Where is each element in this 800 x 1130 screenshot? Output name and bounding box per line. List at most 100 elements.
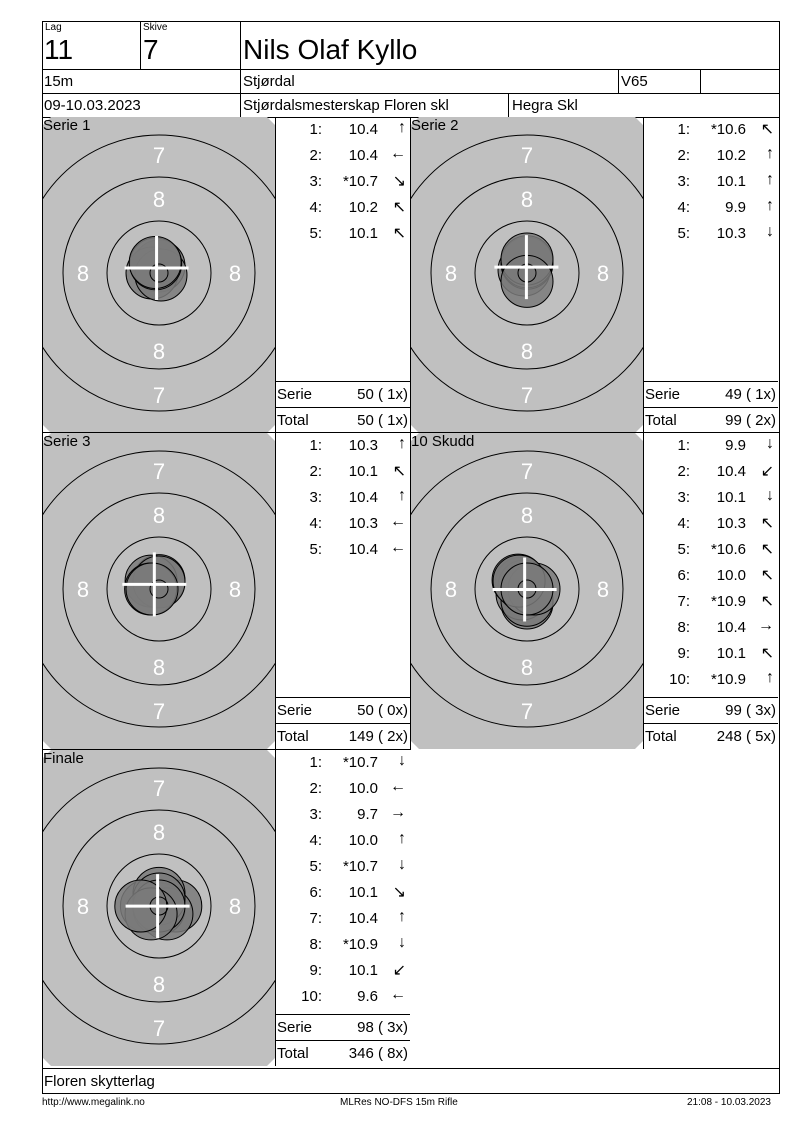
direction-arrow-icon: ↘ — [392, 884, 406, 901]
card-frame — [42, 21, 780, 1094]
skive-label: Skive — [143, 22, 168, 33]
ring-label: 7 — [153, 1016, 165, 1041]
total-score: 248 ( 5x) — [716, 728, 776, 745]
ring-label: 8 — [445, 261, 457, 286]
series-title: Serie 3 — [43, 433, 91, 450]
ring-label: 8 — [77, 577, 89, 602]
shot-score: 10.3 — [348, 437, 378, 454]
date: 09-10.03.2023 — [44, 97, 141, 114]
series-section: 7 7 8 8 8 8 10 Skudd 1: 9.9 ↓ 2: 10.4 ↙ 3: 10.1 ↓ 4: 10.3… — [411, 433, 778, 749]
shot-number: 5: — [309, 225, 322, 242]
shot-score: 10.4 — [716, 619, 746, 636]
direction-arrow-icon: ↑ — [398, 487, 406, 504]
shot-score: 10.3 — [716, 515, 746, 532]
direction-arrow-icon: ↖ — [760, 645, 774, 662]
series-title: Serie 2 — [411, 117, 459, 134]
shot-row: 10: 9.6 ← — [275, 984, 410, 1010]
total-score: 99 ( 2x) — [725, 412, 776, 429]
series-title: Finale — [43, 750, 84, 767]
lag-label: Lag — [45, 22, 62, 33]
target-ring — [43, 767, 275, 1045]
ring-label: 8 — [521, 187, 533, 212]
ring-label: 8 — [153, 503, 165, 528]
total-sum-row: Total 99 ( 2x) — [643, 407, 778, 434]
direction-arrow-icon: ↖ — [760, 121, 774, 138]
direction-arrow-icon: ← — [390, 513, 406, 530]
shot-number: 8: — [309, 936, 322, 953]
target-ring — [62, 492, 256, 686]
shot-score: *10.9 — [342, 936, 378, 953]
shot-number: 10: — [669, 671, 690, 688]
shot-row: 4: 10.0 ↑ — [275, 828, 410, 854]
footer-url[interactable]: http://www.megalink.no — [42, 1097, 145, 1108]
shot-score: 10.1 — [348, 463, 378, 480]
direction-arrow-icon: ↓ — [766, 487, 774, 504]
shot-number: 1: — [309, 121, 322, 138]
serie-label: Serie — [277, 1019, 313, 1036]
target-ring — [411, 134, 643, 412]
shot-number: 4: — [309, 199, 322, 216]
footer-software: MLRes NO-DFS 15m Rifle — [340, 1097, 458, 1108]
shot-row: 6: 10.0 ↖ — [643, 563, 778, 589]
serie-sum-row: Serie 50 ( 0x) — [275, 697, 410, 724]
serie-label: Serie — [277, 702, 313, 719]
total-sum-row: Total 50 ( 1x) — [275, 407, 410, 434]
shot-number: 1: — [309, 437, 322, 454]
shot-row: 9: 10.1 ↙ — [275, 958, 410, 984]
ring-label: 7 — [153, 143, 165, 168]
series-title: 10 Skudd — [411, 433, 475, 450]
total-score: 346 ( 8x) — [348, 1045, 408, 1062]
shot-number: 5: — [677, 541, 690, 558]
direction-arrow-icon: ↑ — [398, 119, 406, 136]
shot-score: *10.7 — [342, 858, 378, 875]
shot-row: 4: 9.9 ↑ — [643, 195, 778, 221]
shot-list: 1: 9.9 ↓ 2: 10.4 ↙ 3: 10.1 ↓ 4: 10.3 ↖ 5: *10.6 ↖ 6: 10.… — [643, 433, 778, 749]
ring-label: 8 — [153, 187, 165, 212]
direction-arrow-icon: ↙ — [392, 962, 406, 979]
target-ring — [62, 809, 256, 1003]
total-label: Total — [277, 412, 309, 429]
total-sum-row: Total 346 ( 8x) — [275, 1040, 410, 1067]
target-diagram: 7 7 8 8 8 8 — [43, 750, 275, 1066]
shot-number: 2: — [309, 463, 322, 480]
direction-arrow-icon: → — [390, 804, 406, 821]
target-ring — [430, 492, 624, 686]
total-label: Total — [645, 728, 677, 745]
total-sum-row: Total 248 ( 5x) — [643, 723, 778, 750]
target-ring — [62, 176, 256, 370]
direction-arrow-icon: ← — [390, 778, 406, 795]
shot-score: 10.4 — [348, 541, 378, 558]
direction-arrow-icon: ↖ — [392, 463, 406, 480]
target-ring — [474, 220, 580, 326]
target-ring — [106, 853, 212, 959]
shot-number: 1: — [677, 437, 690, 454]
shot-number: 2: — [309, 780, 322, 797]
direction-arrow-icon: ← — [390, 145, 406, 162]
shot-number: 9: — [309, 962, 322, 979]
ring-label: 8 — [153, 655, 165, 680]
shot-row: 1: 10.3 ↑ — [275, 433, 410, 459]
target-ring — [430, 176, 624, 370]
shot-number: 5: — [309, 541, 322, 558]
shot-score: 10.4 — [716, 463, 746, 480]
ring-label: 7 — [153, 699, 165, 724]
direction-arrow-icon: ↑ — [398, 830, 406, 847]
ring-label: 8 — [153, 339, 165, 364]
ring-label: 7 — [153, 776, 165, 801]
shot-number: 2: — [677, 463, 690, 480]
shot-score: *10.6 — [710, 541, 746, 558]
target-ring — [411, 450, 643, 728]
serie-sum-row: Serie 50 ( 1x) — [275, 381, 410, 408]
serie-label: Serie — [645, 386, 681, 403]
lag-value: 11 — [44, 34, 74, 65]
shot-number: 4: — [309, 832, 322, 849]
shot-list: 1: *10.7 ↓ 2: 10.0 ← 3: 9.7 → 4: 10.0 ↑ 5: *10.7 ↓ 6: 10… — [275, 750, 410, 1066]
shot-score: 10.0 — [348, 780, 378, 797]
shot-row: 10: *10.9 ↑ — [643, 667, 778, 693]
shot-row: 1: 10.4 ↑ — [275, 117, 410, 143]
shot-row: 4: 10.2 ↖ — [275, 195, 410, 221]
ring-label: 8 — [597, 261, 609, 286]
shot-score: 10.0 — [716, 567, 746, 584]
direction-arrow-icon: ↘ — [392, 173, 406, 190]
shot-score: 10.1 — [348, 962, 378, 979]
